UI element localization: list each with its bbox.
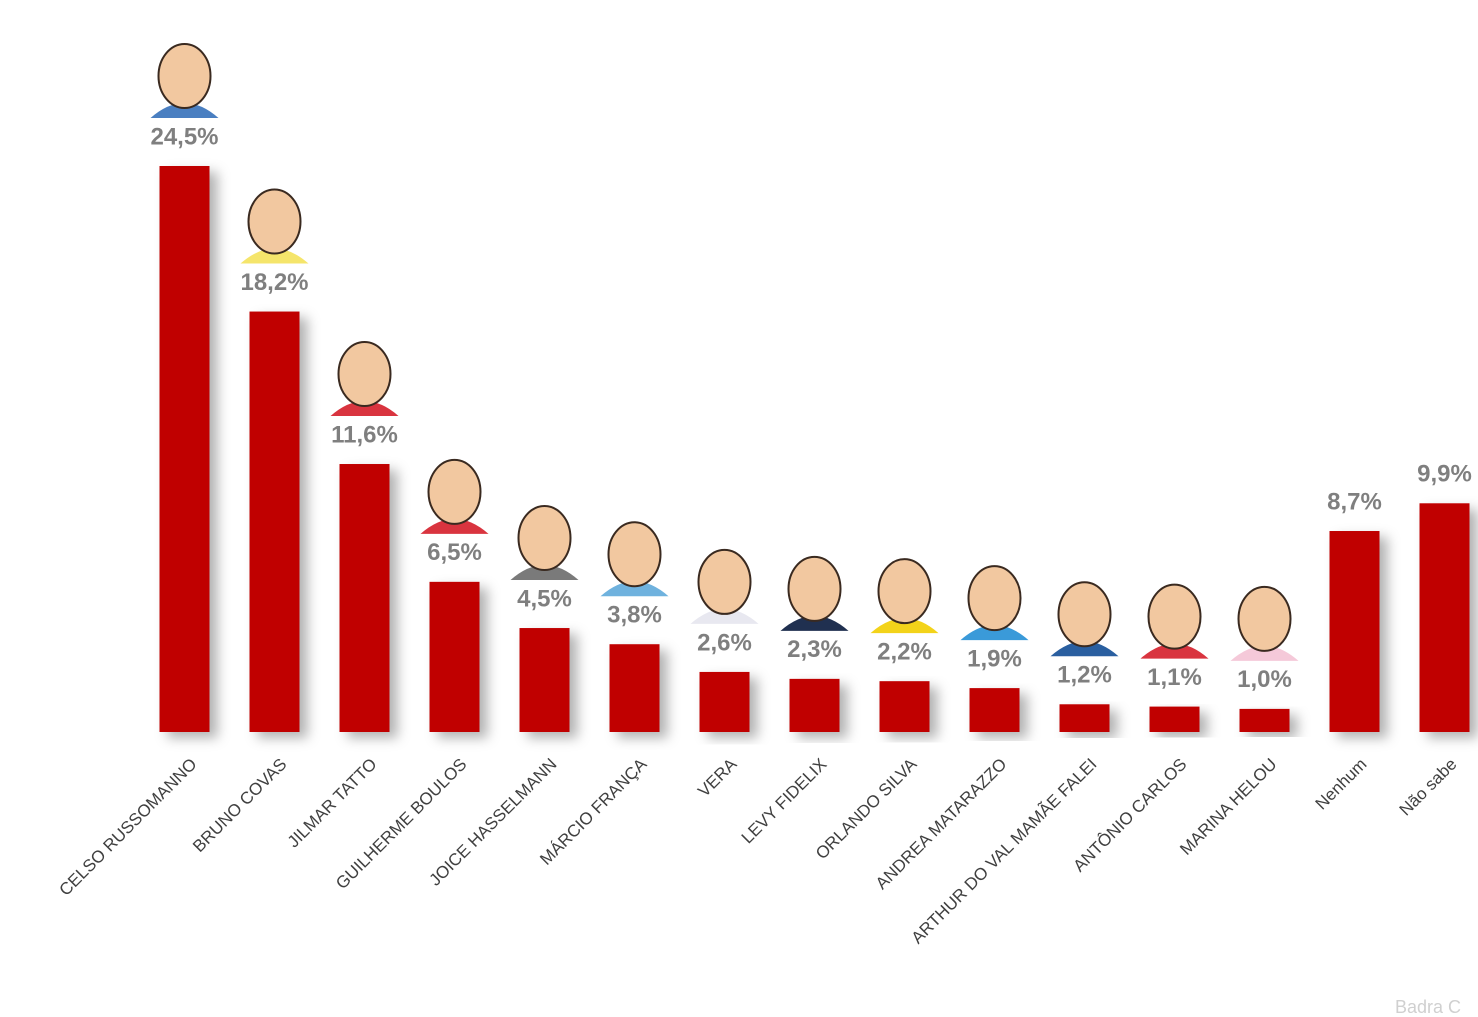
portrait-body [960, 625, 1029, 641]
bar [1059, 704, 1110, 732]
portrait-face [337, 341, 392, 408]
portrait-face [787, 555, 842, 622]
category-label: JILMAR TATTO [284, 755, 381, 852]
bar [429, 581, 480, 732]
category-label: Não sabe [1396, 755, 1461, 820]
portrait-body [690, 608, 759, 624]
portrait-face [157, 43, 212, 109]
portrait-face [967, 565, 1022, 632]
value-label: 24,5% [150, 123, 218, 150]
portrait-body [1230, 645, 1299, 661]
portrait-face [607, 521, 662, 588]
value-label: 1,1% [1147, 664, 1202, 691]
category-label: CELSO RUSSOMANNO [55, 755, 200, 900]
portrait-body [1140, 643, 1209, 659]
portrait-face [1147, 583, 1202, 650]
portrait-body [240, 248, 309, 264]
portrait-body [870, 618, 939, 634]
bar [519, 628, 570, 732]
watermark: Badra C [1395, 997, 1461, 1017]
portrait-body [780, 615, 849, 631]
bar [609, 644, 660, 732]
portrait-body [330, 401, 399, 417]
value-label: 11,6% [331, 421, 398, 448]
bar [969, 688, 1020, 732]
bar [1329, 531, 1380, 732]
portrait-body [420, 518, 489, 534]
value-label: 1,2% [1057, 662, 1112, 689]
value-label: 1,9% [967, 645, 1022, 672]
value-label: 18,2% [240, 269, 308, 296]
portrait-body [1050, 641, 1119, 657]
bar [249, 311, 300, 732]
portrait-face [427, 458, 482, 525]
bar [159, 166, 210, 732]
portrait-face [877, 558, 932, 625]
portrait-body [510, 565, 579, 581]
portrait-body [150, 103, 219, 118]
bar [339, 464, 390, 732]
value-label: 1,0% [1237, 666, 1292, 693]
bar [699, 671, 750, 732]
portrait-face [517, 505, 572, 572]
bar [1419, 503, 1470, 732]
category-label: VERA [694, 754, 741, 801]
value-label: 3,8% [607, 602, 662, 629]
value-label: 4,5% [517, 585, 572, 612]
category-label: Nenhum [1312, 755, 1371, 814]
portrait-face [1237, 585, 1292, 652]
bar [879, 681, 930, 732]
value-label: 2,2% [877, 639, 932, 666]
category-label: LEVY FIDELIX [738, 755, 831, 848]
category-label: MARINA HELOU [1176, 755, 1280, 859]
bar [789, 678, 840, 732]
portrait-face [247, 188, 302, 255]
category-label: ARTHUR DO VAL MAMÃE FALEI [908, 755, 1101, 948]
value-label: 9,9% [1417, 461, 1472, 488]
bar [1149, 706, 1200, 732]
value-label: 6,5% [427, 539, 482, 566]
portrait-body [600, 581, 669, 597]
category-label: BRUNO COVAS [189, 755, 290, 856]
portrait-face [697, 548, 752, 615]
value-label: 2,3% [787, 636, 842, 663]
value-label: 2,6% [697, 629, 752, 656]
bar [1239, 708, 1290, 732]
value-label: 8,7% [1327, 488, 1382, 515]
portrait-face [1057, 581, 1112, 648]
